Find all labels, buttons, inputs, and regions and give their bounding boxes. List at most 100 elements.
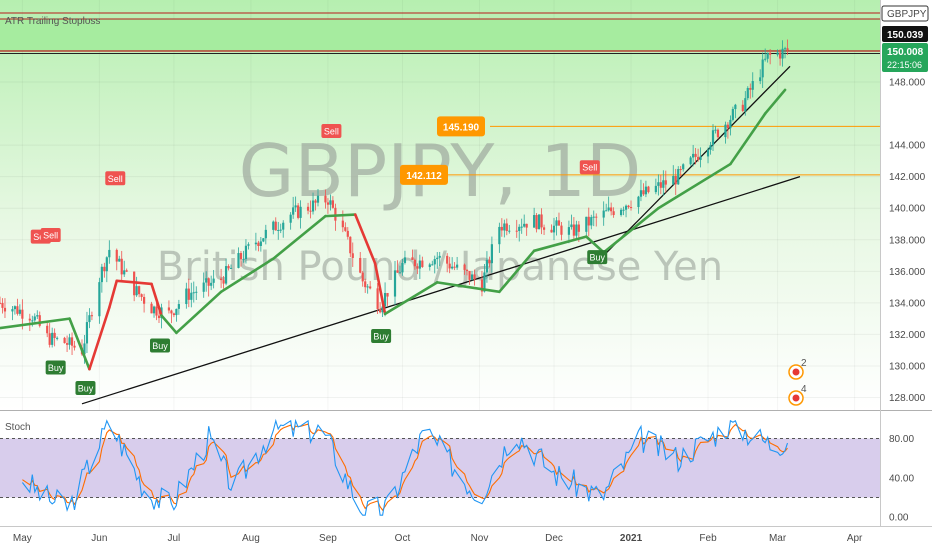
candle-body bbox=[316, 195, 320, 203]
buy-signal[interactable] bbox=[149, 338, 170, 353]
candle-body bbox=[11, 309, 14, 312]
candle-body bbox=[642, 190, 645, 195]
candle-body bbox=[483, 272, 486, 292]
level-label-box[interactable] bbox=[400, 164, 448, 185]
candle-body bbox=[100, 266, 103, 283]
stop-segment bbox=[271, 214, 327, 261]
candle-body bbox=[257, 242, 260, 246]
price-tick-label: 140.000 bbox=[889, 204, 926, 215]
candle-body bbox=[602, 210, 605, 218]
sell-signal[interactable] bbox=[321, 123, 342, 138]
candle-body bbox=[346, 230, 349, 237]
candle-body bbox=[446, 255, 449, 264]
candle-body bbox=[505, 223, 508, 232]
stop-segment bbox=[0, 317, 71, 330]
stop-segment bbox=[353, 213, 377, 265]
event-count-b: 4 bbox=[801, 384, 807, 395]
price-axis[interactable]: 128.000 130.000 132.000 134.000 136.000 138.0… bbox=[889, 78, 926, 404]
candle-body bbox=[677, 169, 680, 185]
candle-body bbox=[264, 229, 267, 239]
time-tick-label: Mar bbox=[769, 533, 787, 544]
candle-body bbox=[222, 280, 225, 284]
candle-body bbox=[644, 186, 648, 195]
candle-body bbox=[401, 262, 404, 273]
candle-body bbox=[364, 281, 367, 288]
candle-body bbox=[659, 182, 662, 188]
indicator-label[interactable]: ATR Trailing Stoploss bbox=[5, 16, 100, 27]
candle-body bbox=[619, 209, 623, 216]
candle-body bbox=[567, 227, 571, 235]
trendline[interactable] bbox=[81, 176, 801, 405]
candle-body bbox=[689, 157, 692, 165]
stoch-band bbox=[0, 438, 880, 498]
candle-body bbox=[239, 253, 243, 260]
time-tick-label: Apr bbox=[847, 533, 863, 544]
candle-body bbox=[90, 315, 94, 317]
candle-body bbox=[294, 205, 297, 208]
flag-icon bbox=[792, 394, 800, 402]
candle-body bbox=[386, 292, 389, 297]
candle-body bbox=[279, 229, 282, 231]
candle-body bbox=[361, 272, 364, 282]
candle-body bbox=[207, 278, 210, 286]
sell-signal[interactable] bbox=[579, 160, 600, 175]
buy-signal[interactable] bbox=[45, 360, 66, 375]
stop-segment bbox=[219, 257, 275, 294]
candle-body bbox=[376, 288, 379, 309]
candle-body bbox=[783, 48, 787, 50]
stop-segment bbox=[729, 112, 767, 166]
candle-body bbox=[639, 190, 643, 197]
time-tick-label: Nov bbox=[471, 533, 489, 544]
candle-body bbox=[254, 242, 257, 245]
candle-body bbox=[555, 220, 558, 226]
symbol-tag: GBPJPY bbox=[887, 9, 927, 20]
candle-body bbox=[18, 309, 21, 314]
candle-body bbox=[311, 200, 315, 212]
candle-body bbox=[764, 58, 767, 60]
candle-body bbox=[724, 124, 727, 138]
signal-label: Sell bbox=[108, 174, 123, 184]
candle-body bbox=[247, 244, 250, 246]
candle-body bbox=[123, 270, 126, 275]
candle-body bbox=[36, 315, 39, 317]
candle-body bbox=[115, 249, 118, 262]
stop-segment bbox=[175, 290, 223, 335]
candle-body bbox=[592, 216, 595, 218]
atr-trailing-stop bbox=[0, 88, 787, 371]
time-tick-label: 2021 bbox=[620, 533, 643, 544]
candle-body bbox=[16, 306, 19, 314]
candle-body bbox=[369, 286, 372, 289]
time-tick-label: Aug bbox=[242, 533, 260, 544]
level-label-box[interactable] bbox=[437, 116, 485, 137]
price-tick-label: 136.000 bbox=[889, 267, 926, 278]
event-markers[interactable]: 2 4 bbox=[788, 358, 807, 406]
buy-signal[interactable] bbox=[371, 328, 392, 343]
signal-label: Buy bbox=[373, 331, 389, 341]
sell-signal[interactable] bbox=[40, 228, 61, 243]
candle-body bbox=[396, 270, 399, 273]
trendline[interactable] bbox=[603, 65, 791, 257]
stoch-axis[interactable]: 0.00 40.00 80.00 bbox=[889, 434, 914, 524]
candle-body bbox=[612, 211, 615, 216]
candle-body bbox=[741, 104, 744, 111]
candle-body bbox=[351, 253, 354, 258]
time-axis[interactable]: May Jun Jul Aug Sep Oct Nov Dec 2021 Feb Mar Apr bbox=[13, 533, 863, 544]
candle-body bbox=[187, 288, 190, 300]
buy-signal[interactable] bbox=[587, 250, 608, 265]
candle-body bbox=[508, 230, 511, 232]
candle-body bbox=[292, 207, 295, 215]
candle-body bbox=[175, 308, 178, 316]
candle-body bbox=[152, 306, 156, 314]
candle-body bbox=[706, 149, 710, 157]
candle-body bbox=[190, 292, 193, 300]
candle-body bbox=[289, 214, 292, 223]
candle-body bbox=[629, 207, 633, 209]
candle-body bbox=[344, 227, 347, 231]
candles bbox=[0, 39, 789, 364]
stop-segment bbox=[115, 279, 153, 286]
stoch-label[interactable]: Stoch bbox=[5, 422, 31, 433]
sell-signal[interactable] bbox=[105, 171, 126, 186]
stop-segment bbox=[657, 162, 732, 210]
buy-signal[interactable] bbox=[75, 381, 96, 396]
